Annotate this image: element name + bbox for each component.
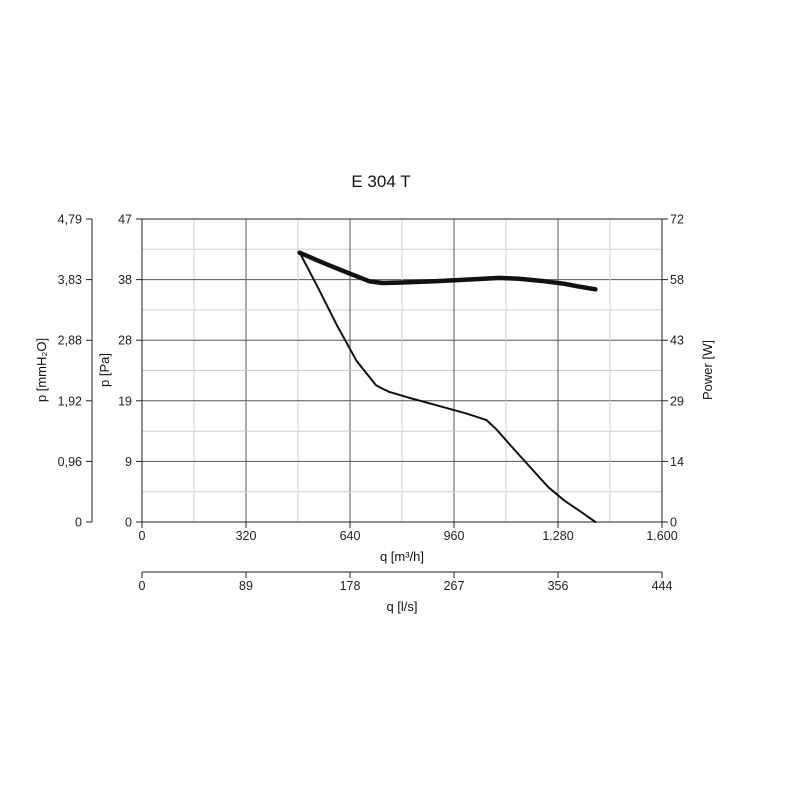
x2-tick-label: 356	[548, 579, 569, 593]
x2-axis-ticks: 0 89 178 267 356 444	[139, 572, 673, 593]
power-tick-label: 72	[670, 213, 684, 227]
pa-axis-label: p [Pa]	[97, 353, 112, 387]
power-curve	[297, 250, 598, 292]
x2-axis-label: q [l/s]	[386, 599, 417, 614]
pa-tick-label: 38	[118, 273, 132, 287]
mmh2o-tick-label: 3,83	[58, 273, 82, 287]
series-layer	[297, 250, 598, 523]
plot-frame	[141, 218, 663, 523]
pressure-curve	[298, 251, 597, 523]
x-tick-label: 640	[340, 529, 361, 543]
power-tick-label: 29	[670, 394, 684, 408]
power-tick-label: 0	[670, 516, 677, 530]
mmh2o-tick-label: 2,88	[58, 334, 82, 348]
pa-tick-label: 0	[125, 516, 132, 530]
mmh2o-tick-label: 0	[75, 516, 82, 530]
mmh2o-axis-label: p [mmH₂O]	[34, 338, 49, 402]
mmh2o-tick-label: 4,79	[58, 213, 82, 227]
pa-tick-label: 28	[118, 334, 132, 348]
power-tick-label: 14	[670, 455, 684, 469]
power-axis-label: Power [W]	[700, 340, 715, 400]
mmh2o-tick-label: 0,96	[58, 455, 82, 469]
x2-tick-label: 0	[139, 579, 146, 593]
pa-tick-label: 19	[118, 394, 132, 408]
chart-title: E 304 T	[351, 172, 410, 191]
x2-tick-label: 267	[444, 579, 465, 593]
x-axis-ticks: 0 320 640 960 1.280 1.600	[139, 522, 678, 543]
x-tick-label: 1.280	[542, 529, 573, 543]
pa-axis-ticks: 0 9 19 28 38 47	[118, 213, 142, 530]
x-axis-label: q [m³/h]	[380, 549, 424, 564]
mmh2o-axis-ticks: 0 0,96 1,92 2,88 3,83 4,79	[58, 213, 92, 530]
x-tick-label: 0	[139, 529, 146, 543]
pa-tick-label: 47	[118, 213, 132, 227]
mmh2o-tick-label: 1,92	[58, 394, 82, 408]
power-axis-ticks: 0 14 29 43 58 72	[662, 213, 684, 530]
grid	[142, 219, 662, 522]
pa-tick-label: 9	[125, 455, 132, 469]
x2-tick-label: 444	[652, 579, 673, 593]
power-tick-label: 43	[670, 334, 684, 348]
x2-tick-label: 89	[239, 579, 253, 593]
x2-tick-label: 178	[340, 579, 361, 593]
x-tick-label: 960	[444, 529, 465, 543]
power-tick-label: 58	[670, 273, 684, 287]
x-tick-label: 1.600	[646, 529, 677, 543]
x-tick-label: 320	[236, 529, 257, 543]
